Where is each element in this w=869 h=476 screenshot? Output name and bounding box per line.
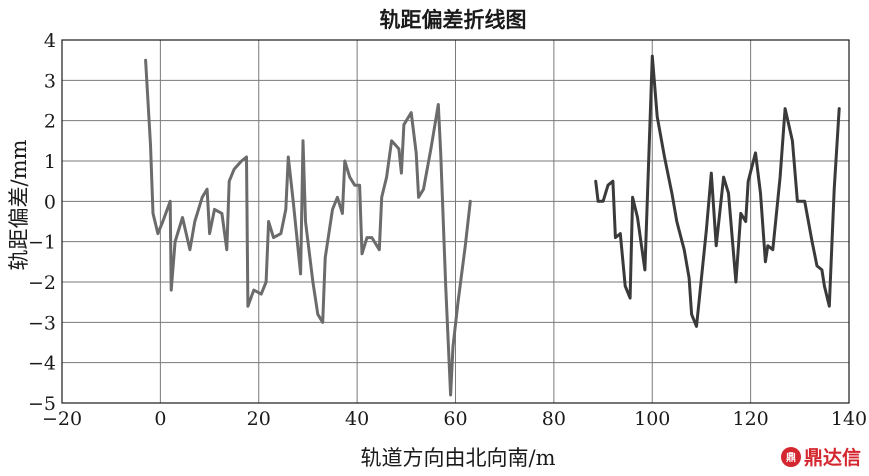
tick-labels: −20 0 20 40 60 80 100 120 140 −5 −4 −3 −2 −1 0 1 2 3 4 bbox=[28, 30, 867, 430]
x-tick-label: 120 bbox=[732, 408, 768, 430]
x-axis-label: 轨道方向由北向南/m bbox=[361, 446, 556, 470]
x-tick-label: 60 bbox=[443, 408, 467, 430]
y-tick-label: −2 bbox=[28, 272, 56, 294]
series-layer bbox=[144, 54, 841, 397]
y-tick-label: −1 bbox=[28, 232, 56, 254]
x-tick-label: 140 bbox=[831, 408, 867, 430]
watermark: 鼎 鼎达信 bbox=[780, 443, 861, 470]
y-tick-label: 3 bbox=[44, 70, 56, 92]
chart-title: 轨距偏差折线图 bbox=[380, 7, 527, 32]
y-tick-label: 0 bbox=[44, 191, 56, 213]
y-tick-label: −5 bbox=[28, 393, 56, 415]
y-tick-label: −3 bbox=[28, 312, 56, 334]
plot-frame bbox=[61, 39, 850, 404]
y-tick-label: 1 bbox=[44, 151, 56, 173]
y-tick-label: 4 bbox=[44, 30, 56, 52]
x-tick-label: 20 bbox=[247, 408, 271, 430]
y-tick-label: −4 bbox=[28, 353, 56, 375]
x-tick-label: 80 bbox=[542, 408, 566, 430]
watermark-logo-icon: 鼎 bbox=[780, 446, 801, 467]
x-tick-label: 100 bbox=[634, 408, 670, 430]
y-tick-label: 2 bbox=[44, 111, 56, 133]
series-line-1 bbox=[144, 58, 472, 397]
watermark-text: 鼎达信 bbox=[803, 447, 861, 469]
x-tick-label: 40 bbox=[345, 408, 369, 430]
series-line-2 bbox=[594, 54, 841, 328]
y-axis-label: 轨距偏差/mm bbox=[7, 139, 31, 270]
x-tick-label: 0 bbox=[154, 408, 166, 430]
x-tick-label: −20 bbox=[42, 408, 82, 430]
